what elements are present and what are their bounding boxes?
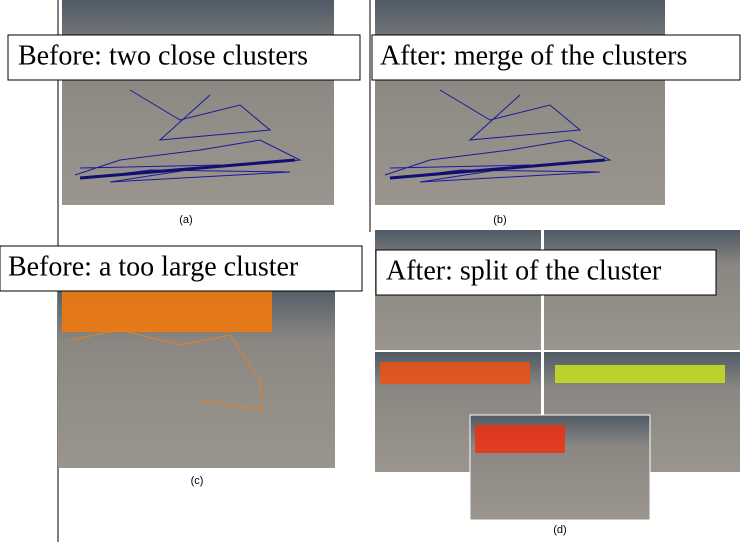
- panel-b: [375, 0, 665, 205]
- panel-label: Before: two close clusters: [18, 40, 308, 71]
- figure: Before: two close clusters After: merge …: [0, 0, 750, 542]
- cluster: [380, 362, 530, 384]
- panel-label: After: split of the cluster: [386, 255, 662, 286]
- panel-a: [62, 0, 334, 205]
- cluster: [555, 365, 725, 383]
- photo: [62, 0, 334, 205]
- caption: (c): [191, 475, 204, 487]
- panel-label: After: merge of the clusters: [380, 40, 687, 71]
- caption: (a): [179, 214, 192, 226]
- caption: (d): [553, 524, 566, 536]
- caption: (b): [493, 214, 506, 226]
- cluster: [475, 425, 565, 453]
- panel-label: Before: a too large cluster: [8, 251, 299, 282]
- cluster: [62, 287, 272, 332]
- panel-c: [58, 285, 335, 468]
